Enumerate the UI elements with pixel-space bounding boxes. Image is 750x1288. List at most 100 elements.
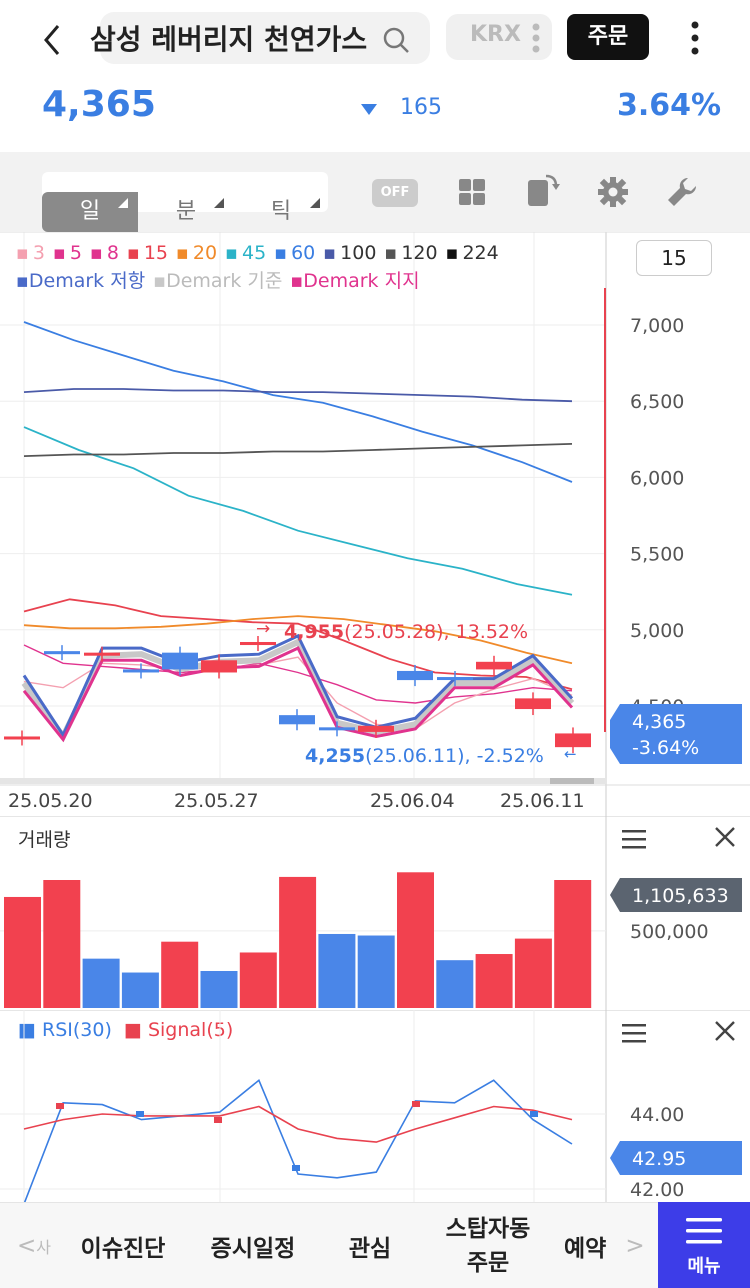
- ma-line-20: [23, 615, 573, 665]
- candle: [437, 677, 473, 681]
- wrench-icon[interactable]: [666, 176, 698, 212]
- x-tick-label: 25.05.20: [8, 790, 93, 812]
- corner-triangle-icon: [310, 198, 320, 208]
- demark-resistance-line: [22, 633, 574, 739]
- rsi-chart[interactable]: 44.00 42.00 42.95: [0, 1010, 750, 1202]
- close-icon: [715, 1021, 735, 1041]
- nav-left-arrow[interactable]: < 사: [16, 1233, 51, 1259]
- legend-swatch: ▪: [445, 242, 459, 264]
- nav-issue-diagnosis[interactable]: 이슈진단: [80, 1236, 166, 1262]
- cross-marker: [214, 1117, 222, 1123]
- y-tick-label: 6,500: [630, 391, 684, 413]
- cross-marker: [412, 1101, 420, 1107]
- hamburger-icon: [686, 1218, 722, 1244]
- legend-demark-2: ▪Demark 지지: [290, 270, 420, 292]
- nav-reservation[interactable]: 예약: [564, 1236, 607, 1262]
- volume-chart[interactable]: 500,000 1,105,633: [0, 816, 750, 1010]
- layout-grid-icon[interactable]: [458, 178, 486, 210]
- chart-toolbar: 일 분 틱: [0, 152, 750, 232]
- nav-market-calendar[interactable]: 증시일정: [210, 1236, 296, 1262]
- more-vertical-icon[interactable]: [688, 20, 702, 60]
- low-arrow: ←: [564, 745, 577, 763]
- legend-label: 20: [192, 242, 218, 264]
- volume-bar: [200, 970, 238, 1008]
- period-tick[interactable]: 틱: [270, 199, 292, 224]
- demark-legend: ▪Demark 저항 ▪Demark 기준 ▪Demark 지지: [16, 266, 428, 293]
- legend-ma-100: ▪ 100: [323, 242, 380, 264]
- demark-support-line: [22, 646, 574, 743]
- legend-ma-8: ▪ 8: [90, 242, 123, 264]
- ma-line-3: [23, 656, 573, 730]
- low-value: 4,255: [305, 745, 365, 767]
- ma-line-60: [23, 321, 573, 483]
- volume-bar: [514, 938, 552, 1008]
- legend-label: 5: [69, 242, 82, 264]
- legend-swatch: ▪: [274, 242, 288, 264]
- legend-label: Demark 지지: [303, 270, 420, 292]
- down-triangle-icon: [360, 101, 378, 120]
- candle: [4, 736, 40, 740]
- ma-line-120: [23, 443, 573, 457]
- period-minute[interactable]: 분: [175, 199, 197, 224]
- ma-legend: ▪ 3 ▪ 5 ▪ 8 ▪ 15 ▪ 20 ▪ 45 ▪ 60 ▪ 100 ▪ 120 ▪ 224: [16, 242, 507, 264]
- back-button[interactable]: [34, 20, 74, 60]
- y-tick-label: 42.00: [630, 1179, 684, 1201]
- menu-label: 메뉴: [687, 1256, 721, 1277]
- hamburger-bar: [622, 1032, 646, 1035]
- candle: [201, 660, 237, 673]
- period-day[interactable]: 일: [42, 192, 138, 232]
- legend-label: 45: [242, 242, 267, 264]
- legend-label: 100: [340, 242, 377, 264]
- hamburger-icon: [622, 1024, 646, 1043]
- search-bar[interactable]: [100, 12, 430, 64]
- search-input[interactable]: 삼성 레버리지 천연가스: [90, 23, 368, 56]
- candle: [319, 727, 355, 731]
- ma-line-45: [23, 426, 573, 596]
- volume-bar: [554, 880, 592, 1008]
- rotate-screen-icon[interactable]: [526, 172, 560, 212]
- legend-ma-15: ▪ 15: [127, 242, 172, 264]
- volume-bar: [43, 880, 81, 1008]
- x-tick-label: 25.06.04: [370, 790, 455, 812]
- current-price-tag-value: 4,365: [632, 711, 686, 733]
- nav-watchlist[interactable]: 관심: [348, 1236, 392, 1262]
- rsi-line: [23, 1079, 573, 1202]
- hamburger-bar: [622, 1024, 646, 1027]
- y-tick-label: 5,500: [630, 544, 684, 566]
- nav-right-arrow[interactable]: >: [625, 1233, 645, 1259]
- hamburger-icon: [622, 830, 646, 849]
- order-button[interactable]: 주문: [567, 14, 649, 60]
- low-detail: (25.06.11), -2.52%: [365, 745, 544, 767]
- menu-button[interactable]: 메뉴: [658, 1202, 750, 1288]
- scrollbar-track: [0, 778, 606, 784]
- rsi-current-tag: [610, 1141, 742, 1175]
- legend-label: 60: [291, 242, 316, 264]
- gear-icon[interactable]: [598, 177, 628, 211]
- exchange-label: KRX: [470, 22, 521, 47]
- legend-ma-224: ▪ 224: [446, 242, 503, 264]
- signal-line: [23, 1105, 573, 1143]
- legend-label: 224: [462, 242, 499, 264]
- y-tick-label: 6,000: [630, 467, 684, 489]
- candle: [358, 725, 394, 732]
- legend-swatch: ▪: [225, 242, 238, 264]
- y-tick-label: 500,000: [630, 921, 709, 943]
- candle: [555, 733, 591, 748]
- candle: [476, 661, 512, 670]
- rsi-current-value: 42.95: [632, 1148, 686, 1170]
- nav-stop-auto-order[interactable]: 스탑자동 주문: [445, 1216, 531, 1276]
- legend-label: 15: [143, 242, 169, 264]
- more-dots-icon: [530, 22, 542, 58]
- volume-bar: [82, 958, 120, 1008]
- ma-period-box[interactable]: 15: [636, 240, 712, 276]
- indicator-off-toggle[interactable]: OFF: [372, 179, 418, 207]
- corner-triangle-icon: [118, 198, 128, 208]
- price-chart[interactable]: 7,0006,5006,0005,5005,0004,500→4,955(25.…: [0, 232, 750, 816]
- search-icon[interactable]: [382, 26, 410, 58]
- legend-label: Demark 기준: [166, 270, 283, 292]
- legend-demark-1: ▪Demark 기준: [153, 270, 283, 292]
- candle: [162, 652, 198, 670]
- candle: [397, 670, 433, 681]
- high-annotation: 4,955(25.05.28), 13.52%: [284, 621, 528, 643]
- legend-label: Demark 저항: [28, 270, 146, 292]
